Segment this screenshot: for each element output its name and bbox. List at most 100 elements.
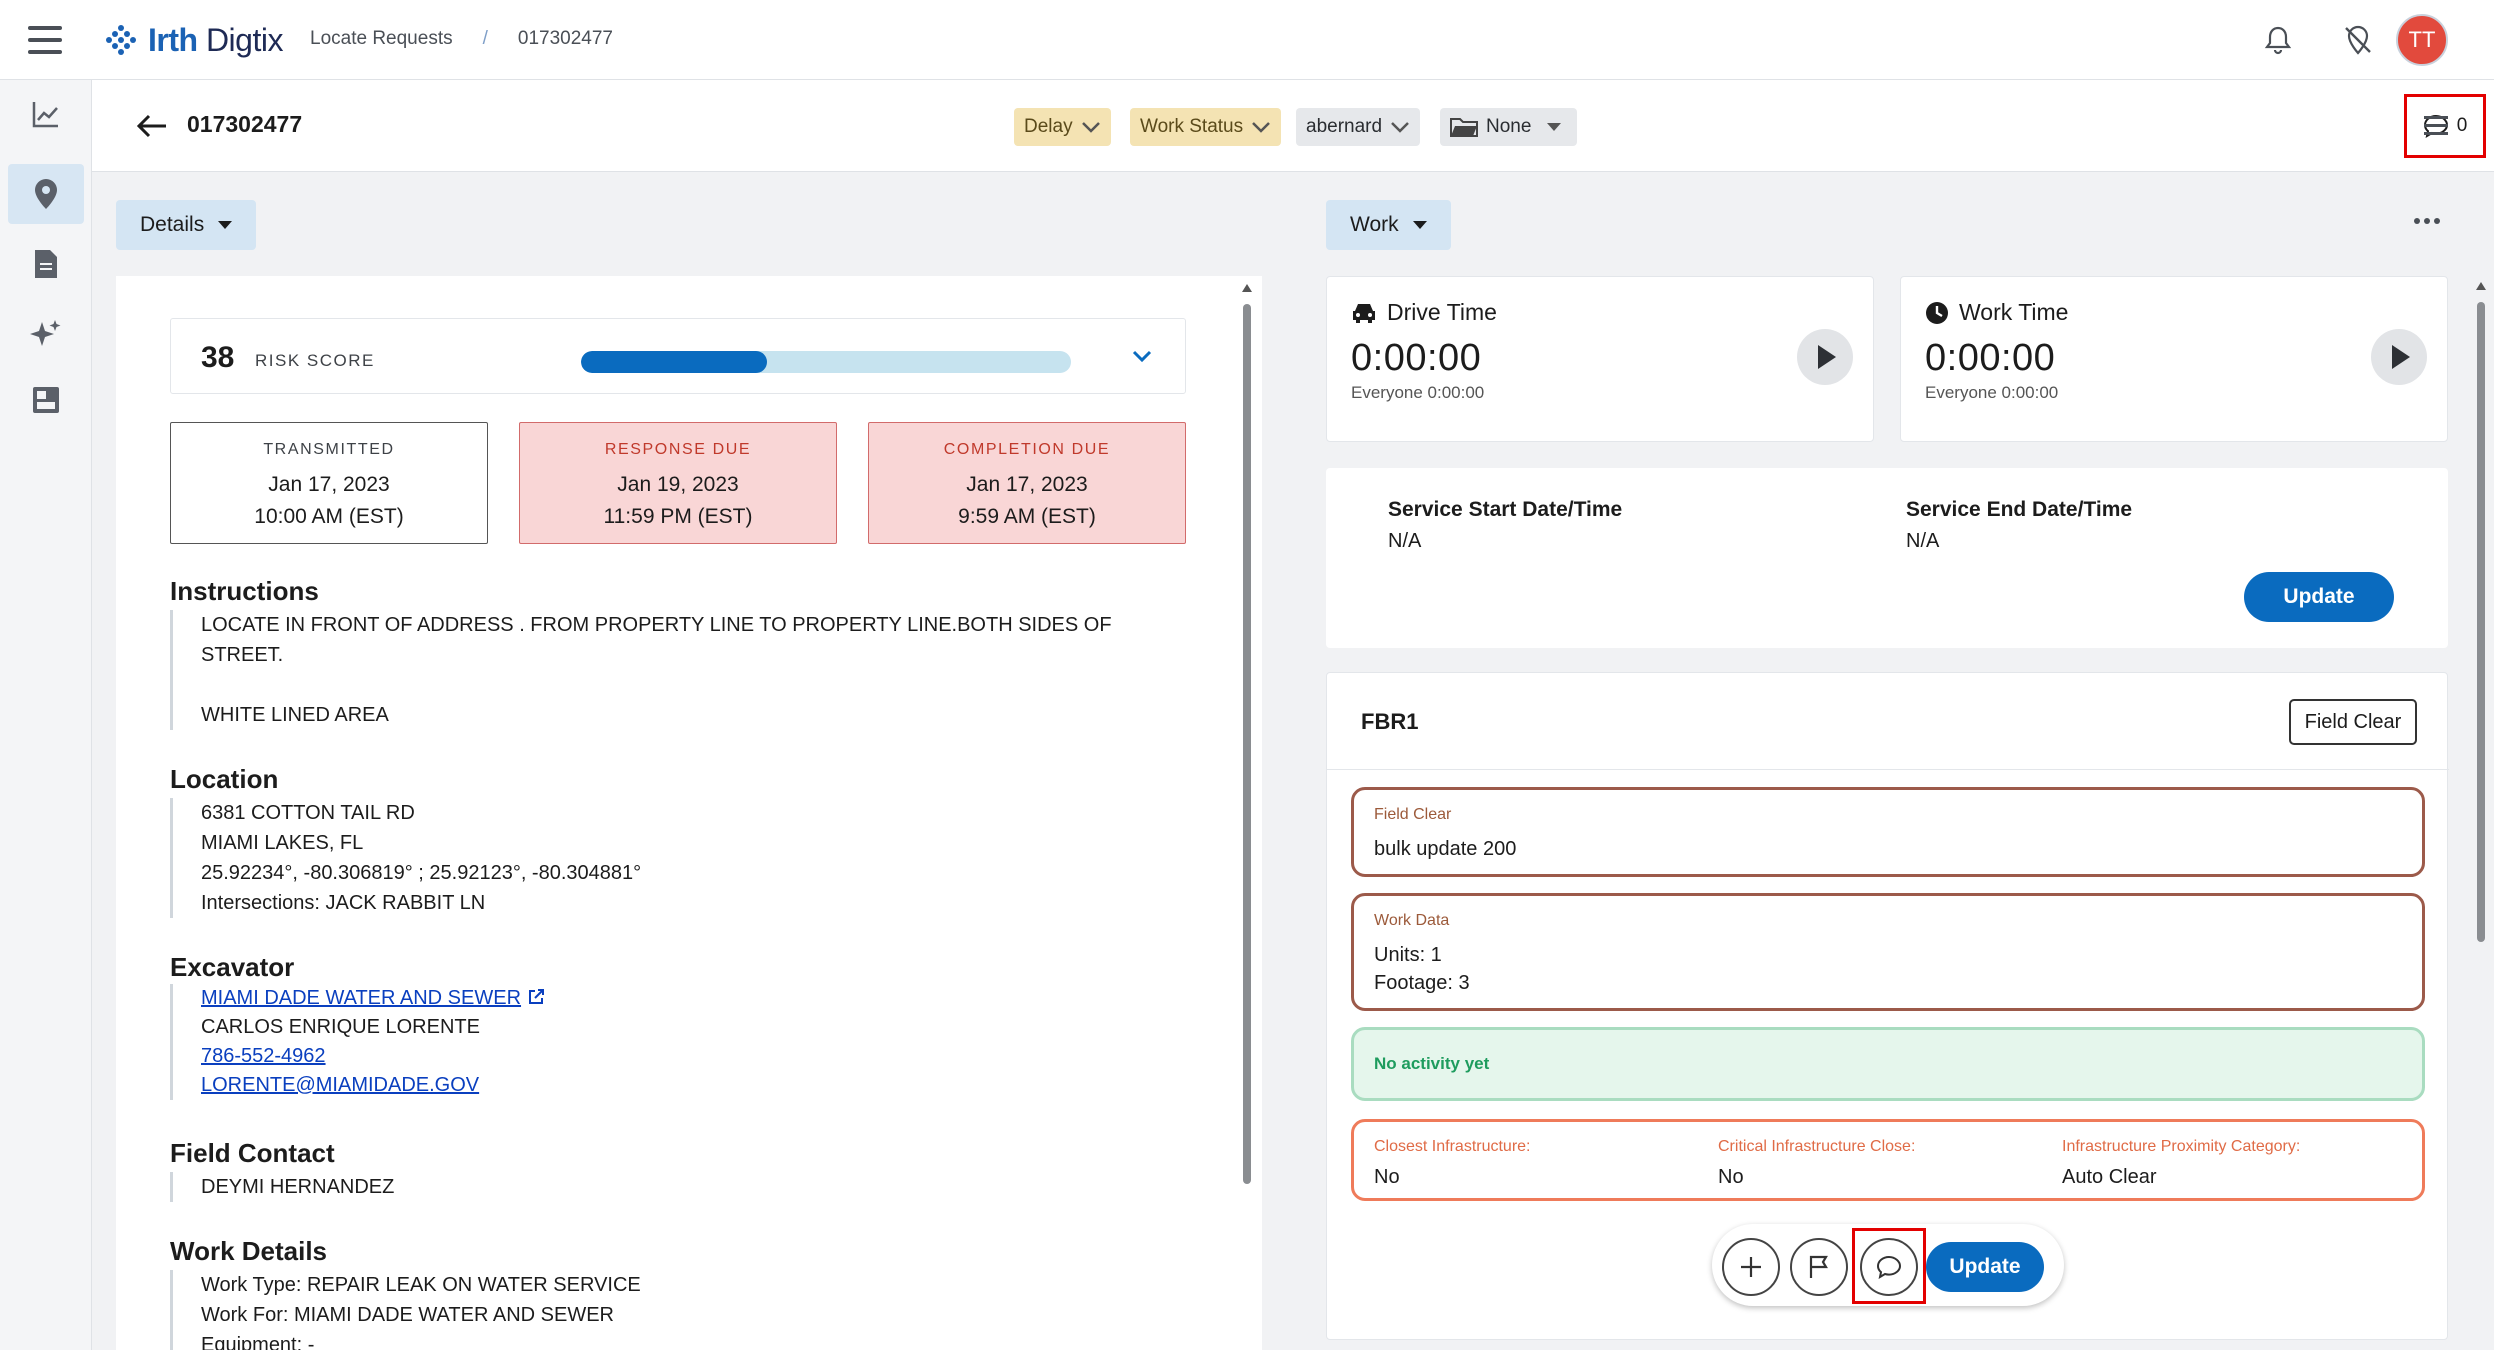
work-status-chip[interactable]: Work Status [1130, 108, 1282, 146]
work-dropdown-label: Work [1350, 213, 1399, 236]
field-clear-box[interactable]: Field Clear bulk update 200 [1351, 787, 2425, 877]
caret-down-icon [218, 221, 233, 229]
back-arrow-icon[interactable] [136, 112, 168, 140]
risk-score-card[interactable]: 38 RISK SCORE [170, 318, 1186, 394]
comment-button[interactable] [1860, 1238, 1918, 1296]
work-status-chip-label: Work Status [1140, 116, 1244, 137]
risk-score-label: RISK SCORE [255, 351, 375, 370]
work-time-title: Work Time [1925, 299, 2068, 326]
instructions-line-2: STREET. [201, 644, 284, 666]
clock-icon [1926, 301, 1948, 324]
flag-icon [1809, 1255, 1828, 1278]
nav-ai[interactable] [8, 304, 84, 364]
delay-chip[interactable]: Delay [1014, 108, 1111, 146]
drive-time-card: Drive Time 0:00:00 Everyone 0:00:00 [1326, 276, 1874, 442]
add-button[interactable] [1722, 1238, 1780, 1296]
details-scrollbar[interactable] [1240, 282, 1254, 1350]
field-clear-button[interactable]: Field Clear [2289, 699, 2417, 745]
app-logo[interactable]: Irth Digtix [104, 22, 283, 58]
work-data-box[interactable]: Work Data Units: 1 Footage: 3 [1351, 893, 2425, 1011]
assignee-chip[interactable]: abernard [1296, 108, 1421, 146]
main-menu-icon[interactable] [28, 26, 62, 54]
service-start-value: N/A [1388, 530, 1422, 552]
drive-time-play-button[interactable] [1797, 329, 1853, 385]
transmitted-time: 10:00 AM (EST) [254, 505, 404, 528]
completion-due-box: COMPLETION DUE Jan 17, 2023 9:59 AM (EST… [868, 422, 1186, 544]
service-start-label: Service Start Date/Time [1388, 498, 1623, 521]
location-off-icon[interactable] [2340, 22, 2376, 58]
response-due-label: RESPONSE DUE [604, 441, 752, 458]
flag-button[interactable] [1790, 1238, 1848, 1296]
more-options-icon[interactable] [2414, 218, 2440, 224]
breadcrumb-locate-requests[interactable]: Locate Requests [310, 28, 453, 49]
work-details-for: Work For: MIAMI DADE WATER AND SEWER [201, 1304, 614, 1326]
play-icon [2392, 345, 2410, 369]
location-intersections: Intersections: JACK RABBIT LN [201, 892, 486, 914]
analytics-icon [32, 102, 58, 128]
response-due-time: 11:59 PM (EST) [603, 505, 753, 528]
breadcrumb: Locate Requests / 017302477 [310, 28, 613, 50]
chevron-down-icon [1081, 122, 1100, 133]
plus-icon [1741, 1257, 1761, 1277]
comment-count-value: 0 [2456, 115, 2468, 136]
transmitted-date-box: TRANSMITTED Jan 17, 2023 10:00 AM (EST) [170, 422, 488, 544]
work-details-type: Work Type: REPAIR LEAK ON WATER SERVICE [201, 1274, 641, 1296]
proximity-category-value: Auto Clear [2062, 1166, 2157, 1188]
user-avatar[interactable]: TT [2396, 14, 2448, 66]
instructions-line-1: LOCATE IN FRONT OF ADDRESS . FROM PROPER… [201, 614, 1112, 636]
field-contact-body: DEYMI HERNANDEZ [170, 1172, 394, 1202]
field-contact-name: DEYMI HERNANDEZ [201, 1176, 395, 1198]
location-city: MIAMI LAKES, FL [201, 832, 364, 854]
work-time-value: 0:00:00 [1925, 337, 2056, 379]
folder-chip-label: None [1486, 116, 1532, 137]
work-time-play-button[interactable] [2371, 329, 2427, 385]
fbr-update-button[interactable]: Update [1926, 1242, 2044, 1292]
excavator-email-link[interactable]: LORENTE@MIAMIDADE.GOV [201, 1074, 480, 1096]
service-update-button[interactable]: Update [2244, 572, 2394, 622]
play-icon [1818, 345, 1836, 369]
work-time-card: Work Time 0:00:00 Everyone 0:00:00 [1900, 276, 2448, 442]
ticket-header: 017302477 Delay Work Status abernard Non… [92, 80, 2494, 172]
instructions-title: Instructions [170, 576, 319, 606]
details-dropdown-button[interactable]: Details [116, 200, 257, 250]
nav-locate[interactable] [8, 164, 84, 224]
work-details-title: Work Details [170, 1236, 328, 1266]
nav-layout[interactable] [8, 370, 84, 430]
proximity-category: Infrastructure Proximity Category: Auto … [2062, 1138, 2300, 1189]
details-panel: 38 RISK SCORE TRANSMITTED Jan 17, 2023 1… [116, 276, 1262, 1350]
expand-chevron-icon[interactable] [1131, 345, 1153, 367]
work-scrollbar[interactable] [2474, 280, 2488, 1350]
top-header: Irth Digtix Locate Requests / 017302477 … [0, 0, 2494, 80]
work-data-footage: Footage: 3 [1374, 972, 1470, 994]
work-data-label: Work Data [1374, 912, 1450, 929]
critical-infrastructure-value: No [1718, 1166, 1744, 1188]
caret-down-icon [1547, 123, 1562, 131]
ticket-number: 017302477 [187, 111, 303, 137]
ticket-menu-icon[interactable] [2424, 116, 2448, 136]
breadcrumb-separator: / [482, 28, 488, 49]
risk-score-value: 38 [201, 341, 235, 374]
excavator-company-link[interactable]: MIAMI DADE WATER AND SEWER [201, 987, 522, 1009]
assignee-chip-label: abernard [1306, 116, 1383, 137]
no-activity-text: No activity yet [1374, 1054, 1490, 1073]
external-link-icon[interactable] [527, 988, 545, 1006]
work-dropdown-button[interactable]: Work [1326, 200, 1451, 250]
excavator-phone-link[interactable]: 786-552-4962 [201, 1045, 326, 1067]
response-due-box: RESPONSE DUE Jan 19, 2023 11:59 PM (EST) [519, 422, 837, 544]
bell-icon[interactable] [2260, 22, 2296, 58]
folder-chip[interactable]: None [1440, 108, 1578, 146]
drive-time-everyone: Everyone 0:00:00 [1351, 383, 1485, 402]
infrastructure-box: Closest Infrastructure: No Critical Infr… [1351, 1119, 2425, 1201]
nav-documents[interactable] [8, 234, 84, 294]
service-end-label: Service End Date/Time [1906, 498, 2133, 521]
nav-analytics[interactable] [8, 84, 84, 144]
work-data-units: Units: 1 [1374, 944, 1442, 966]
details-dropdown-label: Details [140, 213, 205, 236]
closest-infrastructure-value: No [1374, 1166, 1400, 1188]
closest-infrastructure-label: Closest Infrastructure: [1374, 1138, 1531, 1155]
service-end-value: N/A [1906, 530, 1940, 552]
chevron-down-icon [1391, 122, 1409, 133]
response-due-date: Jan 19, 2023 [617, 473, 739, 496]
closest-infrastructure: Closest Infrastructure: No [1374, 1138, 1531, 1189]
brand-name: Irth Digtix [148, 21, 283, 58]
